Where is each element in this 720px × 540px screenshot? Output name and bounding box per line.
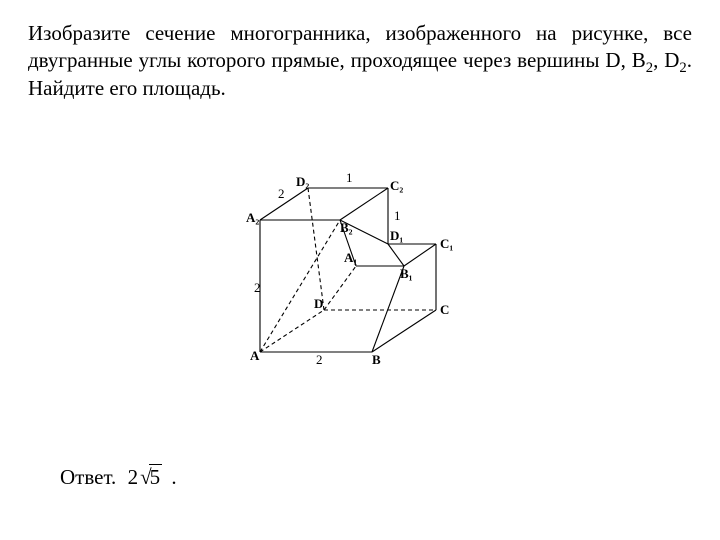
svg-text:1: 1 <box>346 170 353 185</box>
svg-text:B₁: B₁ <box>400 266 413 281</box>
radical-sign: √ <box>140 465 152 489</box>
answer-trailing: . <box>171 465 176 489</box>
svg-text:A: A <box>250 348 260 363</box>
svg-text:C: C <box>440 302 449 317</box>
figure-container: A B C D A₁ B₁ C₁ D₁ A₂ B₂ C₂ D₂ 1 2 1 2 2 <box>28 142 692 377</box>
svg-text:D: D <box>314 296 323 311</box>
svg-text:B: B <box>372 352 381 367</box>
svg-text:A₁: A₁ <box>344 250 357 265</box>
svg-text:2: 2 <box>316 352 323 367</box>
answer-value: 2√5 <box>128 465 168 489</box>
svg-text:C₂: C₂ <box>390 178 403 193</box>
svg-text:1: 1 <box>394 208 401 223</box>
answer-coefficient: 2 <box>128 465 139 489</box>
svg-text:2: 2 <box>278 186 285 201</box>
answer-line: Ответ. 2√5 . <box>60 465 177 490</box>
svg-text:D₂: D₂ <box>296 174 309 189</box>
svg-text:C₁: C₁ <box>440 236 453 251</box>
svg-text:A₂: A₂ <box>246 210 259 225</box>
svg-text:D₁: D₁ <box>390 228 403 243</box>
sqrt-expression: √5 <box>138 465 162 490</box>
problem-text: Изобразите сечение многогранника, изобра… <box>28 20 692 102</box>
svg-text:2: 2 <box>254 280 261 295</box>
svg-text:B₂: B₂ <box>340 220 353 235</box>
answer-label: Ответ. <box>60 465 116 489</box>
polyhedron-diagram: A B C D A₁ B₁ C₁ D₁ A₂ B₂ C₂ D₂ 1 2 1 2 2 <box>240 142 480 372</box>
